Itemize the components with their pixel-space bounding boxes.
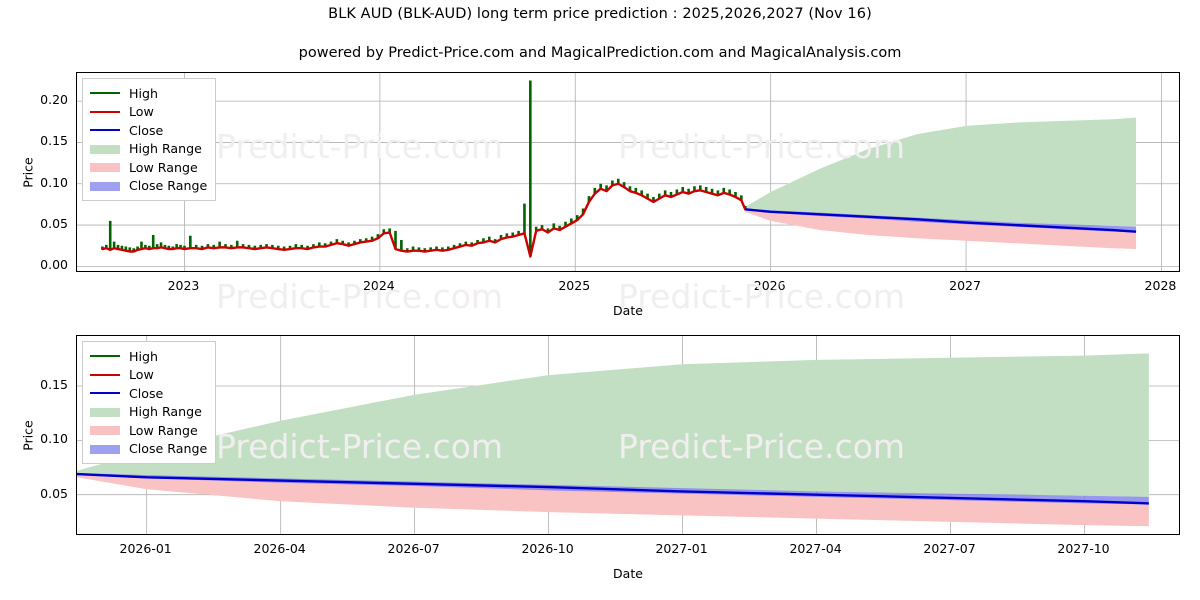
legend-item: High Range xyxy=(90,140,207,159)
legend-item: Low xyxy=(90,103,207,122)
legend-item: Close xyxy=(90,121,207,140)
legend-swatch xyxy=(90,144,120,154)
legend-patch-swatch xyxy=(90,143,120,155)
legend-label: Close Range xyxy=(129,178,208,194)
bottom-x-axis-label: Date xyxy=(613,566,643,581)
y-tick-label: 0.15 xyxy=(40,377,68,392)
low-range-band xyxy=(77,475,1149,527)
legend-label: Close xyxy=(129,122,164,138)
legend-swatch xyxy=(90,407,120,417)
legend-swatch xyxy=(90,355,120,358)
top-chart-panel xyxy=(76,72,1180,272)
x-tick-label: 2027-04 xyxy=(789,541,842,556)
legend-item: Close Range xyxy=(90,177,207,196)
legend-swatch xyxy=(90,129,120,132)
high-range-band xyxy=(77,353,1149,497)
bottom-plot-area xyxy=(76,335,1180,535)
legend-item: High xyxy=(90,347,207,366)
legend-patch-swatch xyxy=(90,161,120,173)
page-subtitle: powered by Predict-Price.com and Magical… xyxy=(298,45,902,61)
legend-patch-swatch xyxy=(90,180,120,192)
x-tick-label: 2026 xyxy=(753,278,786,293)
legend-swatch xyxy=(90,163,120,173)
legend-item: High xyxy=(90,84,207,103)
x-tick-label: 2024 xyxy=(362,278,395,293)
legend-swatch xyxy=(90,181,120,191)
x-tick-label: 2026-04 xyxy=(253,541,306,556)
bottom-chart-panel xyxy=(76,335,1180,535)
legend-item: Close xyxy=(90,384,207,403)
close-forecast-line xyxy=(77,472,1149,505)
x-tick-label: 2027-01 xyxy=(655,541,708,556)
y-tick-label: 0.05 xyxy=(40,485,68,501)
legend-line-swatch xyxy=(90,87,120,99)
legend-label: Low Range xyxy=(129,422,198,438)
legend-item: Low Range xyxy=(90,421,207,440)
x-tick-label: 2028 xyxy=(1144,278,1177,293)
page-title: BLK AUD (BLK-AUD) long term price predic… xyxy=(328,6,872,22)
y-tick-label: 0.05 xyxy=(40,216,68,232)
legend-item: High Range xyxy=(90,403,207,422)
y-tick-label: 0.15 xyxy=(40,133,68,149)
x-tick-label: 2025 xyxy=(558,278,591,293)
top-plot-svg xyxy=(77,73,1179,271)
history-low-series xyxy=(101,182,747,258)
x-tick-label: 2026-10 xyxy=(521,541,574,556)
bottom-legend: High Low Close High Range Low Range Close Ran… xyxy=(82,341,217,464)
legend-patch-swatch xyxy=(90,443,120,455)
legend-item: Low xyxy=(90,366,207,385)
y-tick-label: 0.10 xyxy=(40,431,68,447)
x-tick-label: 2026-01 xyxy=(119,541,172,556)
y-tick-label: 0.00 xyxy=(40,257,68,273)
legend-label: High xyxy=(129,85,158,101)
legend-line-swatch xyxy=(90,350,120,362)
legend-line-swatch xyxy=(90,369,120,381)
legend-line-swatch xyxy=(90,124,120,136)
legend-label: Low xyxy=(129,104,154,120)
legend-label: High xyxy=(129,348,158,364)
legend-label: Close Range xyxy=(129,441,208,457)
history-high-series xyxy=(101,80,747,257)
legend-swatch xyxy=(90,110,120,113)
legend-label: High Range xyxy=(129,404,202,420)
legend-line-swatch xyxy=(90,106,120,118)
high-range-band xyxy=(745,117,1137,227)
low-range-band xyxy=(745,210,1137,250)
bottom-plot-svg xyxy=(77,336,1179,534)
x-tick-label: 2027-07 xyxy=(923,541,976,556)
x-tick-label: 2027 xyxy=(949,278,981,293)
legend-swatch xyxy=(90,373,120,376)
legend-swatch xyxy=(90,92,120,95)
top-x-axis-label: Date xyxy=(613,303,643,318)
x-tick-label: 2023 xyxy=(167,278,200,293)
legend-swatch xyxy=(90,426,120,436)
legend-label: Low xyxy=(129,367,154,383)
top-y-axis-label: Price xyxy=(20,157,36,188)
legend-label: Close xyxy=(129,385,164,401)
legend-line-swatch xyxy=(90,387,120,399)
top-legend: High Low Close High Range Low Range Close Ran… xyxy=(82,78,217,201)
legend-patch-swatch xyxy=(90,424,120,436)
close-forecast-line xyxy=(745,208,1137,233)
y-tick-label: 0.20 xyxy=(40,92,68,108)
legend-patch-swatch xyxy=(90,406,120,418)
top-plot-area xyxy=(76,72,1180,272)
legend-item: Close Range xyxy=(90,440,207,459)
y-tick-label: 0.10 xyxy=(40,174,68,190)
x-tick-label: 2026-07 xyxy=(387,541,440,556)
legend-label: High Range xyxy=(129,141,202,157)
x-tick-label: 2027-10 xyxy=(1057,541,1110,556)
legend-item: Low Range xyxy=(90,158,207,177)
legend-label: Low Range xyxy=(129,159,198,175)
legend-swatch xyxy=(90,444,120,454)
legend-swatch xyxy=(90,392,120,395)
